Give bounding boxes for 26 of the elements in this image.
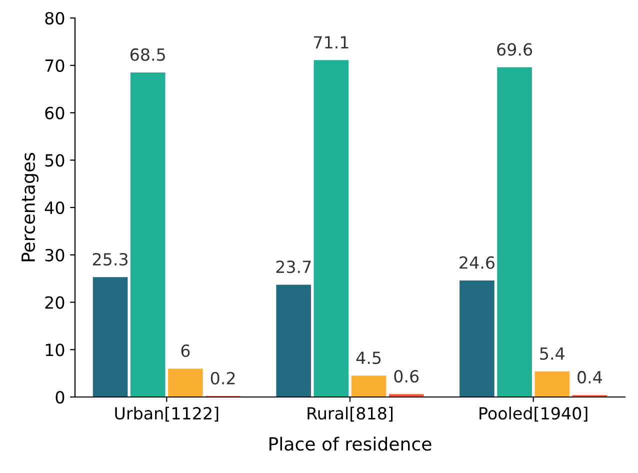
x-tick-label: Urban[1122] [115, 406, 218, 422]
y-tick-label: 80 [45, 12, 64, 25]
data-label: 0.6 [394, 370, 419, 383]
y-tick-label: 60 [45, 106, 64, 120]
y-tick-label: 20 [45, 296, 64, 309]
data-label: 0.2 [210, 372, 235, 384]
y-tick-label: 0 [56, 390, 64, 404]
data-label: 6 [181, 344, 190, 358]
data-label: 69.6 [497, 43, 532, 56]
data-label: 71.1 [314, 36, 348, 48]
x-axis-title: Place of residence [270, 436, 432, 451]
data-label: 25.3 [92, 252, 128, 266]
y-tick-label: 30 [45, 248, 64, 262]
y-tick-label: 40 [44, 201, 64, 214]
y-tick-label: 10 [46, 344, 64, 356]
data-label: 24.6 [460, 256, 494, 269]
data-label: 0.4 [578, 370, 602, 384]
x-tick-label: Pooled[1940] [480, 406, 588, 422]
data-label: 68.5 [130, 48, 165, 61]
y-axis-title: Percentages [22, 152, 39, 262]
y-tick-label: 50 [45, 154, 64, 167]
data-label: 5.4 [540, 347, 564, 360]
data-label: 4.5 [356, 352, 381, 364]
data-label: 23.7 [276, 260, 311, 274]
x-tick-label: Rural[818] [308, 406, 393, 422]
y-tick-label: 70 [45, 59, 64, 72]
